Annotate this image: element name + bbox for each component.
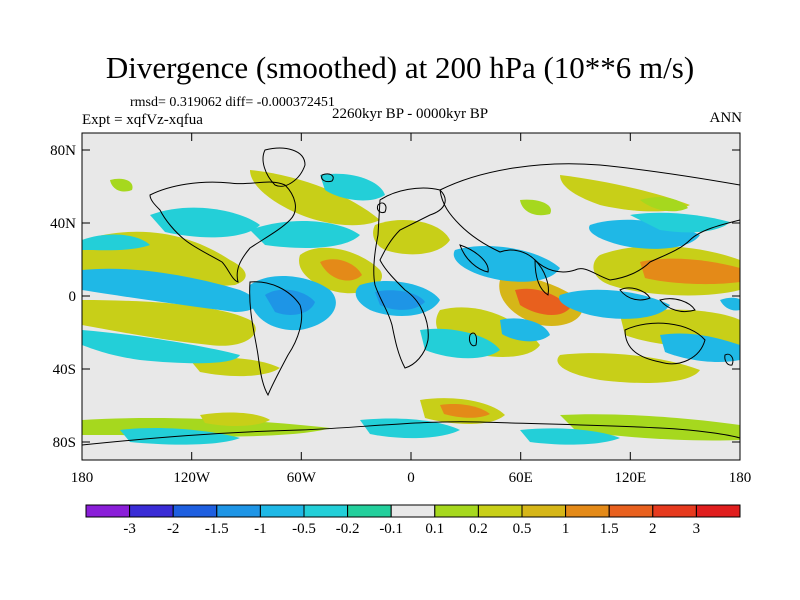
colorbar-swatch [390,504,436,518]
colorbar-swatch [303,504,349,518]
lon-label-120w: 120W [173,470,211,486]
colorbar-label: 1.5 [600,521,619,537]
colorbar-swatch [172,504,218,518]
colorbar-swatch [434,504,479,518]
colorbar-label: 0.5 [513,521,532,537]
lat-label-40n: 40N [50,216,76,232]
colorbar-label: -3 [123,521,136,537]
colorbar-swatch [85,504,131,518]
colorbar-swatch [216,504,261,518]
colorbar-label: 1 [562,521,570,537]
lon-label-180e: 180 [729,470,752,486]
colorbar-swatch [695,504,741,518]
colorbar-label: -0.2 [336,521,360,537]
colorbar-label: 2 [649,521,657,537]
colorbar-labels: -3 -2 -1.5 -1 -0.5 -0.2 -0.1 0.1 0.2 0.5 1 1.5 2 3 [123,521,700,537]
experiment-label: Expt = xqfVz-xqfua [82,112,203,128]
colorbar [85,504,741,518]
colorbar-label: -2 [167,521,180,537]
season-label: ANN [709,110,743,126]
colorbar-swatch [477,504,523,518]
lat-ticks [82,149,740,443]
lon-label-0: 0 [407,470,415,486]
lon-label-60e: 60E [509,470,533,486]
rmsd-diff-stats: rmsd= 0.319062 diff= -0.000372451 [130,95,335,110]
colorbar-label: -0.5 [292,521,316,537]
colorbar-swatch [521,504,567,518]
colorbar-swatch [608,504,654,518]
colorbar-swatch [652,504,697,518]
lat-label-80n: 80N [50,143,76,159]
period-label: 2260kyr BP - 0000kyr BP [331,106,489,122]
colorbar-swatch [565,504,610,518]
colorbar-label: -0.1 [379,521,403,537]
colorbar-swatch [259,504,305,518]
colorbar-label: 0.2 [469,521,488,537]
colorbar-label: 0.1 [425,521,444,537]
colorbar-label: -1 [254,521,267,537]
lat-label-0: 0 [69,289,77,305]
lon-ticks [81,133,631,460]
plot-title: Divergence (smoothed) at 200 hPa (10**6 … [105,50,695,85]
divergence-field [82,170,740,445]
lon-label-60w: 60W [287,470,317,486]
lon-label-180w: 180 [71,470,94,486]
lat-label-80s: 80S [53,435,76,451]
coastlines [82,147,740,446]
lat-tick-labels: 80N 40N 0 40S 80S [50,143,76,451]
colorbar-label: 3 [693,521,701,537]
lat-label-40s: 40S [53,362,76,378]
lon-label-120e: 120E [614,470,646,486]
colorbar-swatch [129,504,174,518]
colorbar-label: -1.5 [205,521,229,537]
colorbar-swatch [347,504,392,518]
lon-tick-labels: 180 120W 60W 0 60E 120E 180 [71,470,752,486]
